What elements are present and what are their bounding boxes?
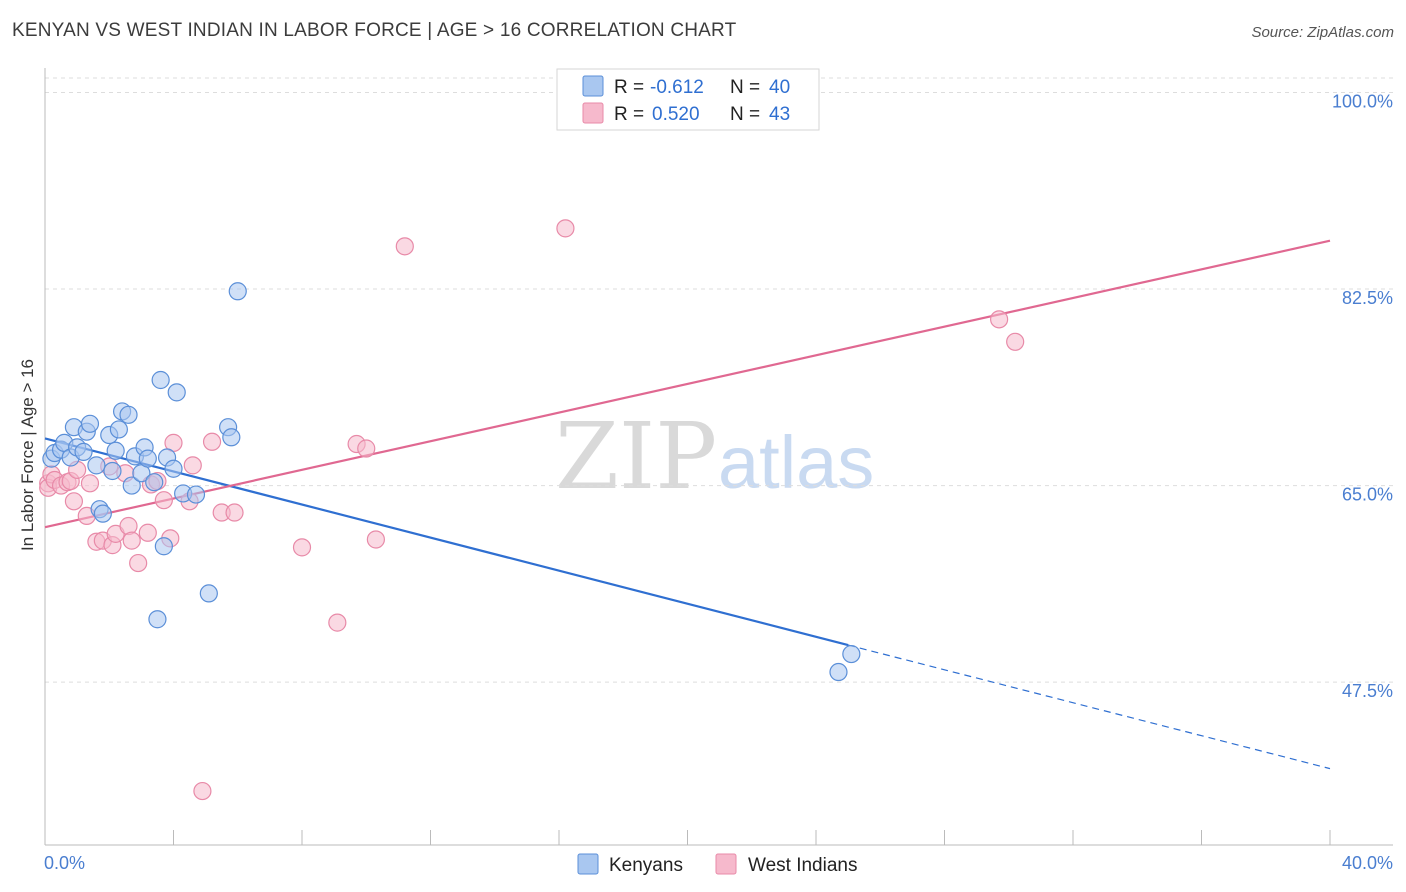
kenyan-point [138,449,157,468]
x-tick-label-max: 40.0% [1342,853,1393,873]
kenyan-point [164,459,183,478]
west-indian-point [202,432,222,451]
kenyan-point [222,428,241,447]
kenyan-point [145,473,164,492]
west-indian-point [193,781,212,801]
kenyan-point [186,485,206,504]
kenyan-point [148,610,167,629]
legend-swatch-west-indians [582,102,604,124]
kenyan-point [109,420,128,439]
y-tick-label: 100.0% [1332,91,1393,111]
west-indian-point [328,613,347,632]
watermark-zip: ZIP [555,403,717,510]
y-tick-labels: 47.5% 65.0% 82.5% 100.0% [1332,91,1393,701]
kenyan-point [106,441,125,460]
bottom-legend-west-indians: West Indians [748,855,857,876]
bottom-legend-swatch-west-indians [715,853,737,875]
west-indian-point [990,310,1009,329]
legend-n-label: N = [730,104,760,125]
data-points [39,219,1025,801]
x-tick-label-min: 0.0% [44,853,85,873]
west-indian-point [366,530,385,549]
kenyan-point [151,370,170,390]
west-indian-point [357,439,376,458]
west-indian-point [395,237,414,256]
kenyan-point [167,383,186,402]
legend-r-west-indians: 0.520 [652,104,700,125]
x-tick-labels: 0.0% 40.0% [44,853,1393,873]
y-tick-label: 47.5% [1342,681,1393,701]
west-indians-trend-line [44,239,1331,529]
y-tick-label: 65.0% [1342,485,1393,505]
west-indian-point [1006,332,1025,351]
kenyan-point [829,662,848,682]
kenyans-trend-extension [847,644,1331,770]
legend-r-label: R = [614,104,644,125]
kenyan-point [228,282,247,301]
west-indian-point [154,491,173,510]
west-indian-point [138,523,157,542]
legend-r-label: R = [614,77,644,98]
west-indian-point [64,492,84,511]
kenyan-point [154,537,173,556]
legend-box: R = -0.612 N = 40 R = 0.520 N = 43 [556,68,820,131]
kenyan-point [93,504,112,523]
watermark-atlas: atlas [718,421,874,504]
west-indian-point [122,531,141,550]
watermark: ZIP atlas [555,403,874,510]
y-axis-label: In Labor Force | Age > 16 [18,359,37,551]
kenyan-point [842,644,861,664]
legend-n-west-indians: 43 [769,104,790,125]
kenyan-point [119,405,138,424]
west-indian-point [129,553,148,573]
y-tick-label: 82.5% [1342,288,1393,308]
grid-lines [45,77,1393,683]
west-indian-point [292,538,312,557]
legend-n-label: N = [730,77,760,98]
chart-title: KENYAN VS WEST INDIAN IN LABOR FORCE | A… [12,20,737,41]
west-indian-point [183,456,202,475]
bottom-legend-swatch-kenyans [577,853,599,875]
kenyan-point [74,442,93,461]
west-indian-point [556,219,575,238]
kenyan-point [87,456,106,475]
kenyan-point [80,414,100,433]
legend-r-kenyans: -0.612 [650,77,704,98]
west-indian-point [225,503,244,522]
bottom-legend: Kenyans West Indians [577,853,857,876]
legend-n-kenyans: 40 [769,77,790,98]
kenyan-point [122,476,141,495]
legend-swatch-kenyans [582,75,604,97]
kenyan-point [103,461,122,481]
kenyan-point [199,584,218,603]
west-indian-point [80,474,100,493]
source-credit: Source: ZipAtlas.com [1251,24,1394,41]
bottom-legend-kenyans: Kenyans [609,855,683,876]
